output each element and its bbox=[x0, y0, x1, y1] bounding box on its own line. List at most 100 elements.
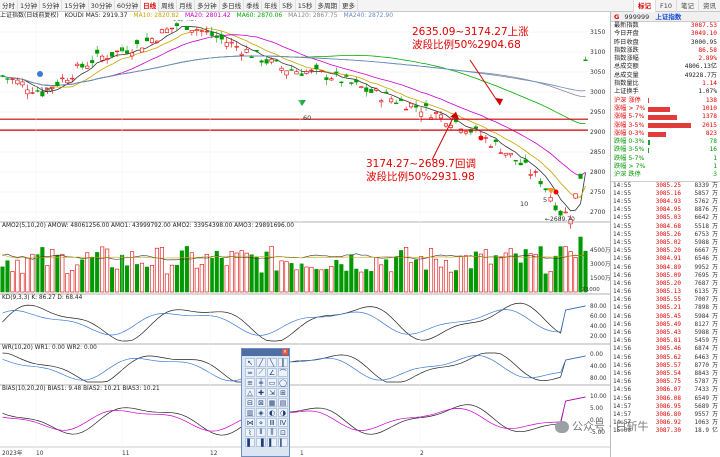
period-tab-12[interactable]: 年线 bbox=[262, 0, 281, 12]
draw-tool-30[interactable]: ⫼ bbox=[267, 428, 277, 437]
draw-tool-11[interactable]: ◯ bbox=[278, 378, 288, 387]
period-tabs: 分时 1分钟 5分钟 15分钟 30分钟 60分钟 日线 周线 月线 多分钟 多日线 季线 年线 5秒 15… bbox=[0, 0, 633, 12]
draw-tool-34[interactable]: ▍ bbox=[267, 438, 277, 447]
period-tab-2[interactable]: 5分钟 bbox=[40, 0, 63, 12]
draw-tool-13[interactable]: ✚ bbox=[256, 388, 266, 397]
draw-tool-1[interactable]: ╱ bbox=[256, 358, 266, 367]
period-tab-5[interactable]: 60分钟 bbox=[115, 0, 142, 12]
volume-bar bbox=[229, 251, 234, 293]
volume-bar bbox=[239, 250, 244, 293]
volume-bar bbox=[324, 269, 329, 293]
volume-bar bbox=[573, 257, 578, 293]
period-tab-6[interactable]: 日线 bbox=[141, 0, 160, 12]
right-tab-2[interactable]: 笔记 bbox=[676, 0, 698, 12]
index-title: 上证指数 bbox=[655, 13, 682, 21]
event-marker-icon[interactable] bbox=[478, 135, 484, 141]
period-tab-0[interactable]: 分时 bbox=[0, 0, 18, 12]
tick-row: 14:56 3085.09 7695 万 bbox=[611, 272, 720, 280]
draw-tool-3[interactable]: ┃ bbox=[278, 358, 288, 367]
draw-tool-2[interactable]: ╲ bbox=[267, 358, 277, 367]
volume-bar bbox=[284, 261, 289, 293]
draw-tool-5[interactable]: ⟋ bbox=[256, 368, 266, 377]
right-tab-1[interactable]: F10 bbox=[654, 0, 676, 12]
event-marker-icon[interactable] bbox=[37, 71, 43, 77]
draw-tool-7[interactable]: ⌒ bbox=[278, 368, 288, 377]
volume-bar bbox=[134, 264, 140, 293]
period-tab-8[interactable]: 月线 bbox=[177, 0, 196, 12]
close-icon[interactable]: × bbox=[282, 349, 288, 355]
draw-tool-29[interactable]: ⫴ bbox=[256, 428, 266, 437]
draw-tool-19[interactable]: ▤ bbox=[278, 398, 288, 407]
tick-volume: 8770 bbox=[694, 361, 709, 369]
period-tab-1[interactable]: 1分钟 bbox=[18, 0, 41, 12]
tick-row: 14:56 3085.54 8843 万 bbox=[611, 370, 720, 378]
draw-tool-15[interactable]: ⊞ bbox=[278, 388, 288, 397]
draw-tool-17[interactable]: ⊠ bbox=[256, 398, 266, 407]
right-tab-3[interactable]: 资讯 bbox=[698, 0, 720, 12]
draw-tool-21[interactable]: ◈ bbox=[256, 408, 266, 417]
volume-bar bbox=[85, 252, 90, 293]
draw-tool-28[interactable]: ⌇ bbox=[245, 428, 255, 437]
drawing-tools-palette[interactable]: × ↖ ╱ ╲ ┃ ═ ⟋ ∠ ⌒ ≡ ╪ ▭ ◯ △ ✚ ⇲ ⊞ ⊟ ⊠ ▦ ▤ ▥ ◈ ◐ ◑ ⋈ ⋄ Ⅲ Ⅳ ⌇ ⫴ ⫼ ⊡ ▌ ▐ ▍ ▎ bbox=[241, 348, 290, 457]
draw-tool-22[interactable]: ◐ bbox=[267, 408, 277, 417]
draw-tool-4[interactable]: ═ bbox=[245, 368, 255, 377]
draw-tool-24[interactable]: ⋈ bbox=[245, 418, 255, 427]
draw-tool-25[interactable]: ⋄ bbox=[256, 418, 266, 427]
tick-list[interactable]: 14:55 3085.25 8339 万 14:55 3085.16 5857 万 14:55 3… bbox=[611, 180, 720, 436]
chart-canvas[interactable]: 3150 3100 3050 3000 2950 2900 2850 2800 2750 2700… bbox=[0, 20, 610, 457]
draw-tool-27[interactable]: Ⅳ bbox=[278, 418, 288, 427]
volume-bar bbox=[45, 265, 50, 293]
draw-tool-18[interactable]: ▦ bbox=[267, 398, 277, 407]
draw-tool-0[interactable]: ↖ bbox=[245, 358, 255, 367]
breadth-bar-fill bbox=[648, 98, 650, 104]
wr2-line bbox=[2, 355, 586, 382]
signal-marker-icon[interactable] bbox=[298, 100, 306, 106]
tick-row: 15:00 3087.30 18.9 亿 bbox=[611, 427, 720, 435]
stat-label: 最新指数 bbox=[614, 22, 639, 29]
period-tab-3[interactable]: 15分钟 bbox=[62, 0, 89, 12]
draw-tool-12[interactable]: △ bbox=[245, 388, 255, 397]
volume-bar bbox=[483, 249, 488, 293]
event-marker-icon[interactable] bbox=[553, 189, 559, 195]
draw-tool-35[interactable]: ▎ bbox=[278, 438, 288, 447]
period-tab-10[interactable]: 多日线 bbox=[220, 0, 245, 12]
period-tab-13[interactable]: 5秒 bbox=[280, 0, 296, 12]
draw-tool-9[interactable]: ╪ bbox=[256, 378, 266, 387]
candle-body bbox=[324, 77, 329, 80]
tick-volume: 6135 bbox=[694, 288, 709, 296]
candle-body bbox=[30, 92, 35, 94]
period-tab-9[interactable]: 多分钟 bbox=[195, 0, 220, 12]
period-tab-11[interactable]: 季线 bbox=[244, 0, 263, 12]
draw-tool-20[interactable]: ▥ bbox=[245, 408, 255, 417]
draw-tool-26[interactable]: Ⅲ bbox=[267, 418, 277, 427]
amo-unit-label: X1000 bbox=[582, 287, 600, 293]
draw-tool-8[interactable]: ≡ bbox=[245, 378, 255, 387]
index-name: 上证指数(日线前复权) bbox=[0, 12, 59, 19]
candle-body bbox=[164, 28, 169, 33]
period-tab-15[interactable]: 多周期 bbox=[316, 0, 341, 12]
draw-tool-10[interactable]: ▭ bbox=[267, 378, 277, 387]
volume-bar bbox=[164, 273, 169, 293]
right-tab-0[interactable]: 标记 bbox=[632, 0, 655, 12]
signal-marker-icon[interactable] bbox=[547, 188, 555, 194]
draw-tool-31[interactable]: ⊡ bbox=[278, 428, 288, 437]
period-tab-7[interactable]: 周线 bbox=[159, 0, 178, 12]
palette-titlebar[interactable]: × bbox=[242, 349, 289, 356]
volume-bar bbox=[259, 272, 264, 293]
tick-time: 14:56 bbox=[613, 353, 632, 361]
tick-row: 14:56 3085.21 7898 万 bbox=[611, 304, 720, 312]
tick-row: 14:56 3085.43 5988 万 bbox=[611, 329, 720, 337]
period-tab-16[interactable]: 更多 bbox=[340, 0, 359, 12]
period-tab-4[interactable]: 30分钟 bbox=[89, 0, 115, 12]
draw-tool-16[interactable]: ⊟ bbox=[245, 398, 255, 407]
draw-tool-33[interactable]: ▐ bbox=[256, 438, 266, 447]
draw-tool-6[interactable]: ∠ bbox=[267, 368, 277, 377]
draw-tool-14[interactable]: ⇲ bbox=[267, 388, 277, 397]
candle-body bbox=[463, 131, 468, 134]
period-tab-14[interactable]: 15秒 bbox=[296, 0, 316, 12]
volume-bar bbox=[478, 253, 483, 293]
pullback-annotation-line2: 波段比例50%2931.98 bbox=[366, 171, 475, 183]
draw-tool-23[interactable]: ◑ bbox=[278, 408, 288, 417]
tick-price: 3084.95 bbox=[655, 206, 681, 214]
draw-tool-32[interactable]: ▌ bbox=[245, 438, 255, 447]
